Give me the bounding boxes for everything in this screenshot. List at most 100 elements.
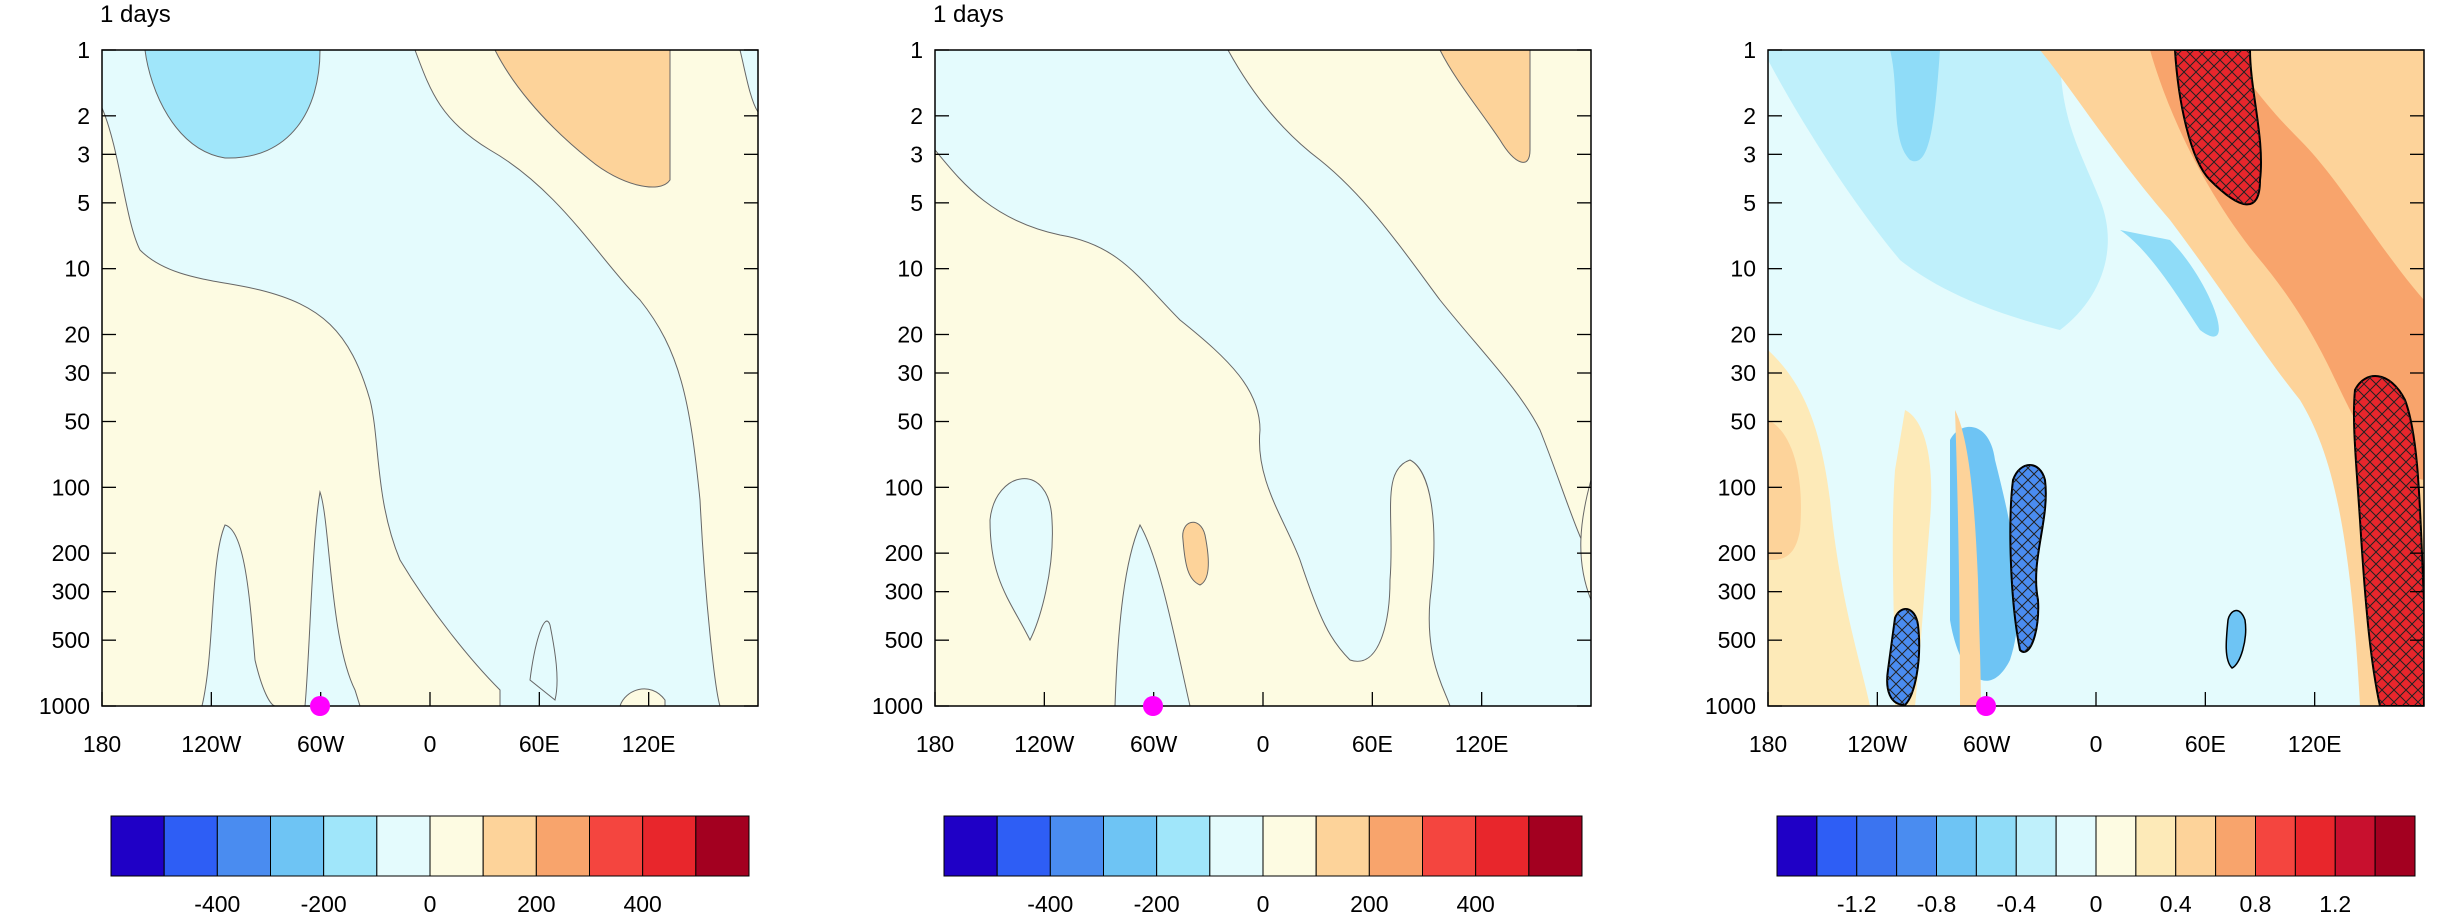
y-tick-label: 1000 [872, 693, 923, 719]
x-tick-label: 120E [622, 731, 676, 757]
panel-2-axes: 1 2 3 5 10 20 30 50 100 200 300 500 1000 180 120W 60W 0 6… [872, 37, 1591, 757]
y-tick-label: 500 [885, 627, 923, 653]
y-tick-label: 300 [52, 579, 90, 605]
colorbar-swatch [1422, 815, 1477, 877]
y-tick-label: 50 [64, 409, 90, 435]
panel-1-region-blob-2 [619, 688, 666, 706]
colorbar-swatch [2255, 815, 2296, 877]
panel-3-region-blue-mid [1890, 50, 1940, 162]
colorbar-swatch [1049, 815, 1105, 877]
colorbar-swatch [2135, 815, 2177, 877]
panel-3: 1 2 3 5 10 20 30 50 100 200 300 500 1000 180 120W 60W 0 6… [1705, 37, 2425, 757]
y-tick-label: 2 [1743, 103, 1756, 129]
colorbar-label: 1.2 [2319, 891, 2351, 917]
y-tick-label: 10 [897, 256, 923, 282]
y-tick-label: 1000 [39, 693, 90, 719]
y-tick-label: 30 [64, 360, 90, 386]
panel-3-marker [1976, 696, 1996, 716]
y-tick-label: 2 [910, 103, 923, 129]
panel-3-region-blue-mid2 [2120, 230, 2219, 337]
colorbar-swatch [1776, 815, 1818, 877]
panel-1-region-positive-moderate [494, 50, 671, 188]
y-tick-label: 200 [885, 540, 923, 566]
panel-2-marker [1143, 696, 1163, 716]
colorbar-swatch [2055, 815, 2097, 877]
panel-2-region-positive-left [935, 149, 1451, 706]
colorbar-swatch [1896, 815, 1937, 877]
colorbar-label: -0.8 [1917, 891, 1957, 917]
colorbar-swatch [1315, 815, 1370, 877]
colorbar-swatch [589, 815, 644, 877]
panel-1-region-tongue-2 [304, 490, 361, 706]
colorbar-swatch [695, 815, 750, 877]
colorbar-3: -1.2 -0.8 -0.4 0 0.4 0.8 1.2 [1776, 815, 2416, 917]
y-tick-label: 5 [77, 190, 90, 216]
colorbar-swatch [1936, 815, 1977, 877]
panel-2-title: 1 days [933, 1, 1004, 28]
colorbar-swatch [376, 815, 431, 877]
x-tick-label: 180 [83, 731, 121, 757]
y-tick-label: 200 [1718, 540, 1756, 566]
panel-3-axes: 1 2 3 5 10 20 30 50 100 200 300 500 1000 180 120W 60W 0 6… [1705, 37, 2424, 757]
panel-2-region-tongue-1 [989, 478, 1053, 642]
y-tick-label: 1 [77, 37, 90, 63]
colorbar-label: -1.2 [1837, 891, 1877, 917]
colorbar-label: -0.4 [1996, 891, 2036, 917]
colorbar-swatch [1975, 815, 2017, 877]
x-tick-label: 60E [1352, 731, 1393, 757]
colorbar-swatch [1103, 815, 1158, 877]
colorbar-swatch [1209, 815, 1264, 877]
colorbar-swatch [323, 815, 378, 877]
y-tick-label: 2 [77, 103, 90, 129]
y-tick-label: 1 [910, 37, 923, 63]
x-tick-label: 180 [1749, 731, 1787, 757]
colorbar-label: -200 [1134, 891, 1180, 917]
colorbar-swatch [2095, 815, 2137, 877]
x-tick-label: 120W [181, 731, 241, 757]
x-tick-label: 120E [2288, 731, 2342, 757]
x-tick-label: 120E [1455, 731, 1509, 757]
y-tick-label: 5 [1743, 190, 1756, 216]
y-tick-label: 1 [1743, 37, 1756, 63]
y-tick-label: 100 [885, 474, 923, 500]
colorbar-swatch [2334, 815, 2376, 877]
y-tick-label: 1000 [1705, 693, 1756, 719]
colorbar-label: 0 [1257, 891, 1270, 917]
y-tick-label: 20 [1730, 321, 1756, 347]
x-tick-label: 60W [297, 731, 345, 757]
panel-1-title: 1 days [100, 1, 171, 28]
y-tick-label: 20 [64, 321, 90, 347]
colorbar-swatch [535, 815, 590, 877]
x-tick-label: 120W [1014, 731, 1074, 757]
panel-2-region-positive-moderate [1439, 50, 1531, 163]
panel-3-region-orange-stripe [1955, 410, 1981, 706]
y-tick-label: 300 [885, 579, 923, 605]
colorbar-swatch [216, 815, 271, 877]
y-tick-label: 10 [1730, 256, 1756, 282]
y-tick-label: 3 [77, 141, 90, 167]
y-tick-label: 500 [52, 627, 90, 653]
colorbar-label: 0 [424, 891, 437, 917]
colorbar-swatch [1368, 815, 1424, 877]
colorbar-label: -400 [194, 891, 240, 917]
panel-2: 1 days 1 2 3 5 10 20 30 50 100 200 300 500 1000 180 12… [872, 1, 1592, 757]
colorbar-swatch [1856, 815, 1898, 877]
colorbar-swatch [2294, 815, 2336, 877]
y-tick-label: 30 [1730, 360, 1756, 386]
colorbar-label: 0 [2090, 891, 2103, 917]
colorbar-label: 0.8 [2240, 891, 2272, 917]
panel-3-region-blue-small [2225, 609, 2247, 669]
panel-1-region-tongue-1 [201, 524, 276, 706]
y-tick-label: 3 [1743, 141, 1756, 167]
colorbar-swatch [270, 815, 325, 877]
y-tick-label: 500 [1718, 627, 1756, 653]
colorbar-swatch [429, 815, 484, 877]
panel-1-marker [310, 696, 330, 716]
x-tick-label: 0 [424, 731, 437, 757]
colorbar-2: -400 -200 0 200 400 [943, 815, 1583, 917]
panel-2-region-right-edge [1580, 479, 1591, 601]
colorbar-swatch [110, 815, 165, 877]
x-tick-label: 60E [2185, 731, 2226, 757]
x-tick-label: 120W [1847, 731, 1907, 757]
